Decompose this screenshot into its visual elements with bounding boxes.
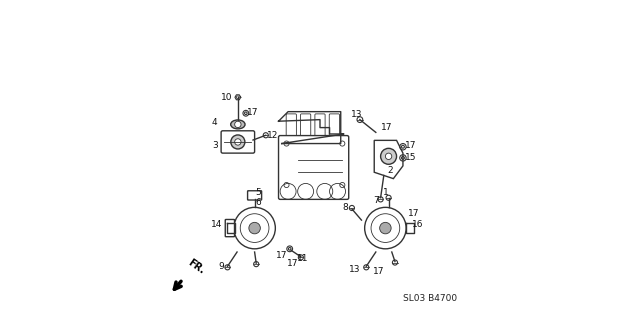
Text: 10: 10	[221, 93, 232, 102]
Circle shape	[235, 121, 241, 128]
Text: 9: 9	[218, 262, 224, 271]
Polygon shape	[282, 134, 344, 144]
FancyBboxPatch shape	[278, 136, 349, 199]
Text: 17: 17	[408, 209, 420, 218]
FancyBboxPatch shape	[248, 191, 262, 200]
Text: 16: 16	[412, 220, 423, 229]
Circle shape	[231, 135, 245, 149]
Text: 17: 17	[373, 267, 385, 276]
Text: 17: 17	[381, 123, 393, 132]
Circle shape	[365, 207, 406, 249]
Circle shape	[385, 153, 392, 160]
Text: 11: 11	[297, 254, 308, 263]
Text: 5: 5	[255, 189, 260, 197]
Circle shape	[380, 222, 391, 234]
Text: 17: 17	[276, 251, 287, 260]
Text: 17: 17	[287, 259, 299, 268]
Text: 17: 17	[405, 141, 417, 150]
FancyBboxPatch shape	[301, 114, 311, 140]
FancyBboxPatch shape	[315, 114, 325, 140]
FancyBboxPatch shape	[286, 114, 296, 140]
FancyBboxPatch shape	[221, 131, 255, 153]
Text: 13: 13	[351, 110, 362, 119]
Text: 12: 12	[266, 131, 278, 140]
Text: 3: 3	[212, 141, 218, 150]
Circle shape	[240, 214, 269, 242]
Ellipse shape	[230, 120, 245, 129]
Text: 1: 1	[383, 189, 388, 197]
Text: 14: 14	[211, 220, 222, 229]
Circle shape	[371, 214, 400, 242]
Text: 7: 7	[373, 197, 379, 205]
FancyBboxPatch shape	[225, 219, 234, 237]
Circle shape	[234, 207, 275, 249]
Text: 15: 15	[405, 153, 417, 162]
Polygon shape	[227, 223, 236, 233]
Text: 4: 4	[212, 118, 218, 127]
Text: 13: 13	[349, 265, 361, 274]
Text: 2: 2	[387, 166, 393, 175]
Circle shape	[381, 148, 397, 164]
Polygon shape	[374, 140, 403, 179]
Text: 17: 17	[246, 108, 258, 117]
FancyBboxPatch shape	[329, 114, 339, 140]
Circle shape	[235, 139, 241, 145]
Text: SL03 B4700: SL03 B4700	[403, 294, 457, 303]
Text: 6: 6	[255, 198, 260, 207]
Text: 8: 8	[342, 204, 348, 212]
Circle shape	[249, 222, 260, 234]
Text: FR.: FR.	[186, 258, 207, 276]
